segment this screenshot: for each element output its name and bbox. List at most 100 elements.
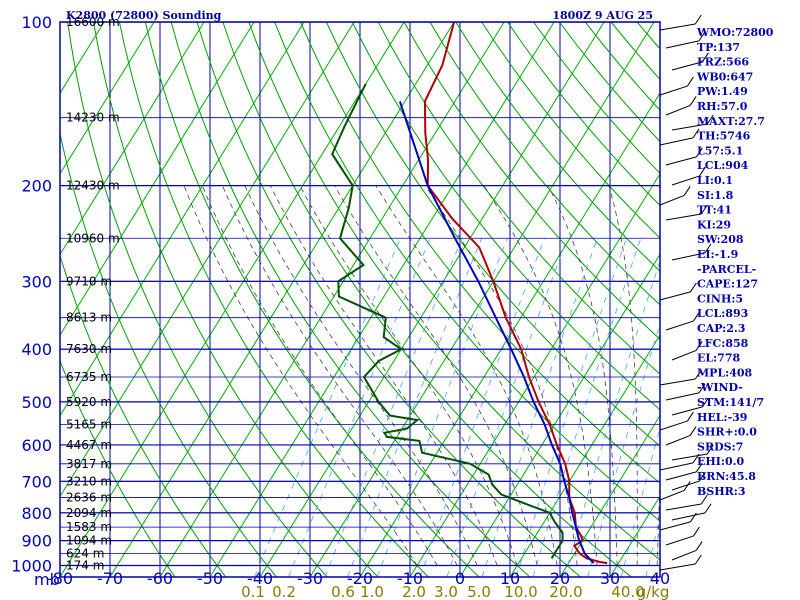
wind-barb-shaft xyxy=(659,23,696,31)
height-label: 1094 m xyxy=(66,534,112,548)
dry-adiabat xyxy=(170,22,531,577)
index-item: RH:57.0 xyxy=(697,100,748,113)
pressure-tick-label: 700 xyxy=(21,472,52,491)
wind-barb-flag xyxy=(695,462,703,473)
index-item: SHR+:0.0 xyxy=(697,426,757,439)
dry-adiabat xyxy=(60,359,176,577)
wind-barb-shaft xyxy=(659,85,688,96)
temperature-tick-label: -70 xyxy=(97,569,123,588)
isotherm-line xyxy=(559,414,660,577)
index-item: PW:1.49 xyxy=(697,85,748,98)
moist-adiabat xyxy=(299,185,518,566)
index-item: BSHR:3 xyxy=(697,485,746,498)
wind-barb-shaft xyxy=(665,434,691,446)
dry-adiabat xyxy=(196,22,581,577)
height-label: 8613 m xyxy=(66,311,112,325)
mixing-ratio-label: 0.1 xyxy=(241,583,265,600)
wind-barb-flag xyxy=(695,541,703,551)
moist-adiabat xyxy=(221,185,458,566)
index-item: L57:5.1 xyxy=(697,144,743,157)
wind-barb-shaft xyxy=(671,512,706,521)
dry-adiabat xyxy=(93,22,379,577)
wind-barb-shaft xyxy=(665,503,702,511)
pressure-tick-label: 800 xyxy=(21,504,52,523)
wind-barb-flag xyxy=(689,96,697,106)
temperature-tick-label: -80 xyxy=(47,569,73,588)
wind-barb-flag xyxy=(704,503,712,514)
temperature-profile xyxy=(423,22,608,565)
wind-barb-flag xyxy=(694,14,702,25)
wind-barb-shaft xyxy=(671,61,703,71)
wind-barb-shaft xyxy=(671,406,703,416)
index-item: STM:141/7 xyxy=(697,396,764,409)
dry-adiabat xyxy=(377,22,660,375)
dry-adiabat xyxy=(325,22,660,447)
isotherm-line xyxy=(60,22,255,337)
wind-barb-shaft xyxy=(659,194,685,206)
wind-barb-flag xyxy=(692,453,700,464)
isotherm-line xyxy=(60,22,155,175)
height-label: 10960 m xyxy=(66,231,120,245)
dry-adiabat xyxy=(222,22,632,577)
mixing-ratio-label: 10.0 xyxy=(504,583,537,600)
mixing-ratio-label: 3.0 xyxy=(434,583,458,600)
dry-adiabat xyxy=(60,131,277,577)
index-item: CAPE:127 xyxy=(697,278,758,291)
height-label: 14230 m xyxy=(66,111,120,125)
wind-barb-flag xyxy=(692,128,700,139)
dry-adiabat xyxy=(455,22,660,272)
wind-barb-flag xyxy=(694,369,702,380)
height-label: 2636 m xyxy=(66,491,112,505)
index-item: WB0:647 xyxy=(696,70,753,83)
pressure-tick-label: 200 xyxy=(21,177,52,196)
wind-barb-shaft xyxy=(671,349,697,361)
wind-barb-flag xyxy=(706,444,714,455)
index-item: SI:1.8 xyxy=(697,189,734,202)
pressure-tick-label: 600 xyxy=(21,436,52,455)
height-label: 5165 m xyxy=(66,417,112,431)
wind-barb-flag xyxy=(686,411,694,422)
valid-time: 1800Z 9 AUG 25 xyxy=(552,9,653,22)
wind-barb-shaft xyxy=(659,291,691,301)
wind-barb-shaft xyxy=(665,156,697,166)
isotherm-line xyxy=(159,22,505,577)
wind-barb-shaft xyxy=(671,480,700,491)
index-item: SRDS:7 xyxy=(697,440,743,453)
pressure-tick-label: 400 xyxy=(21,340,52,359)
wind-barb-shaft xyxy=(659,462,694,471)
height-label: 7630 m xyxy=(66,342,112,356)
isotherm-line xyxy=(209,22,555,577)
height-label: 1583 m xyxy=(66,520,112,534)
dewpoint-profile xyxy=(331,83,564,559)
dry-adiabat xyxy=(144,22,480,577)
isotherm-line xyxy=(259,22,605,577)
height-label: 5920 m xyxy=(66,395,112,409)
wind-barb-shaft xyxy=(665,320,694,331)
index-item: -PARCEL- xyxy=(697,263,756,276)
wind-barb-flag xyxy=(698,383,706,394)
isotherm-line xyxy=(359,92,660,577)
wind-barb-flag xyxy=(683,481,691,491)
isotherm-line xyxy=(60,22,305,417)
wind-barb-flag xyxy=(701,397,709,408)
temperature-tick-label: 0 xyxy=(455,569,465,588)
wind-barb-flag xyxy=(689,426,697,436)
dry-adiabat xyxy=(429,22,660,306)
height-label: 6735 m xyxy=(66,370,112,384)
pressure-tick-label: 1000 xyxy=(11,556,52,575)
mixing-ratio-label: 1.0 xyxy=(360,583,384,600)
temperature-tick-label: -60 xyxy=(147,569,173,588)
temperature-tick-label: 40 xyxy=(650,569,670,588)
height-label: 9710 m xyxy=(66,274,112,288)
temperature-tick-label: -40 xyxy=(247,569,273,588)
pressure-tick-label: 500 xyxy=(21,393,52,412)
height-label: 174 m xyxy=(66,558,104,572)
wind-barb-flag xyxy=(695,341,703,351)
wind-barb-flag xyxy=(689,282,697,293)
temperature-tick-label: -30 xyxy=(297,569,323,588)
mixing-ratio-label: 20.0 xyxy=(549,583,582,600)
index-item: CAP:2.3 xyxy=(697,322,745,335)
wind-barb-flag xyxy=(686,76,694,87)
